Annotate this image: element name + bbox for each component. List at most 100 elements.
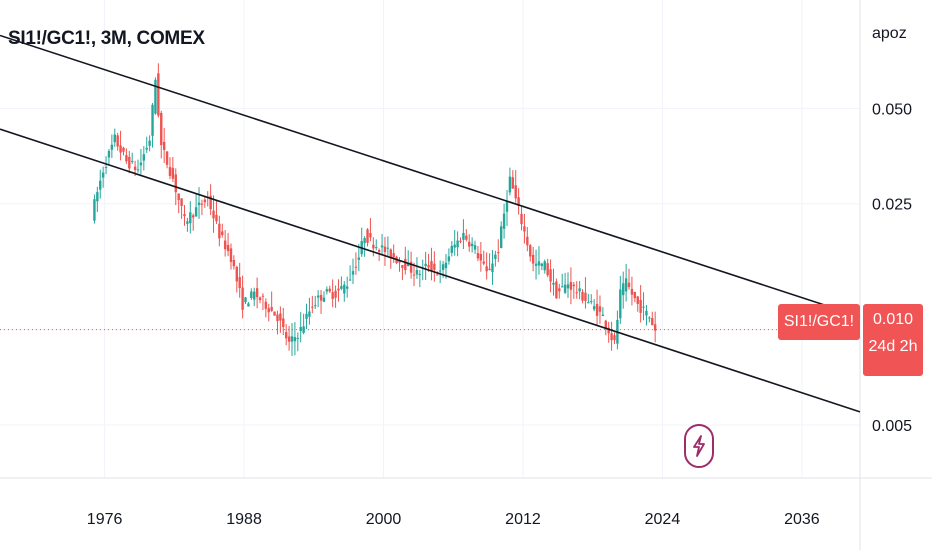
candle-body xyxy=(587,302,590,304)
candle-body xyxy=(604,320,607,328)
lightning-bolt-icon[interactable] xyxy=(684,424,714,468)
candle-body xyxy=(453,244,456,248)
candle-body xyxy=(107,151,111,158)
candle-body xyxy=(186,221,189,224)
candle-body xyxy=(93,199,96,221)
candle-body xyxy=(534,263,538,266)
candle-body xyxy=(610,333,613,341)
candle-body xyxy=(232,259,236,267)
candle-body xyxy=(331,292,334,299)
candle-body xyxy=(133,166,137,171)
candle-body xyxy=(494,254,497,259)
candle-body xyxy=(99,180,102,190)
last-price-badge: 0.010 24d 2h xyxy=(863,304,923,376)
lower-trendline xyxy=(0,128,861,413)
candle-body xyxy=(305,313,308,319)
candle-body xyxy=(630,288,634,295)
candle-body xyxy=(145,147,148,150)
candle-body xyxy=(531,254,535,264)
candle-body xyxy=(212,210,215,219)
candle-body xyxy=(194,207,198,217)
candle-body xyxy=(250,291,253,298)
candle-body xyxy=(523,226,526,232)
candle-body xyxy=(520,213,523,225)
candle-body xyxy=(427,265,430,268)
candle-body xyxy=(633,291,637,299)
candle-body xyxy=(514,185,517,199)
x-tick-label: 1988 xyxy=(226,511,262,528)
candle-body xyxy=(409,261,413,273)
candle-body xyxy=(215,214,218,222)
candle-body xyxy=(192,215,195,218)
candle-body xyxy=(648,317,651,319)
candle-body xyxy=(398,260,401,263)
candle-body xyxy=(424,263,427,266)
candle-body xyxy=(572,284,576,287)
candle-body xyxy=(345,286,349,289)
candle-body xyxy=(258,297,262,301)
candle-body xyxy=(154,79,157,114)
x-tick-label: 2012 xyxy=(505,511,541,528)
candle-body xyxy=(119,145,122,153)
candle-body xyxy=(651,318,654,326)
candle-body xyxy=(497,252,500,254)
candle-body xyxy=(351,271,355,275)
candle-body xyxy=(607,327,610,334)
candle-body xyxy=(595,303,599,316)
candle-body xyxy=(645,310,648,316)
candle-body xyxy=(340,285,343,289)
candle-body xyxy=(438,270,442,272)
candle-body xyxy=(203,199,207,203)
candle-body xyxy=(255,288,259,298)
candle-body xyxy=(517,197,520,206)
candle-body xyxy=(180,198,183,206)
candle-body xyxy=(470,243,474,247)
y-tick-label: 0.005 xyxy=(872,418,912,435)
candle-body xyxy=(619,289,622,319)
candle-body xyxy=(282,318,285,328)
candle-body xyxy=(407,262,410,267)
candle-body xyxy=(590,301,593,303)
candle-body xyxy=(622,283,625,296)
candle-body xyxy=(200,203,204,205)
candle-body xyxy=(284,332,288,339)
candle-body xyxy=(142,154,146,161)
candle-body xyxy=(343,284,346,294)
candle-body xyxy=(136,169,140,171)
scale-mode-label[interactable]: apoz xyxy=(872,25,907,42)
symbol-badge: SI1!/GC1! xyxy=(778,304,860,340)
candle-body xyxy=(348,279,352,281)
candle-body xyxy=(322,297,326,302)
candle-body xyxy=(433,263,436,270)
candle-body xyxy=(177,193,180,201)
candle-body xyxy=(465,235,468,240)
candle-body xyxy=(566,284,570,289)
candle-body xyxy=(430,261,433,271)
candle-body xyxy=(444,262,448,269)
candle-body xyxy=(302,326,305,333)
candle-body xyxy=(279,313,282,321)
candle-body xyxy=(244,297,247,303)
candle-body xyxy=(189,212,192,224)
candle-body xyxy=(130,160,134,162)
candle-body xyxy=(639,299,642,313)
candle-body xyxy=(563,284,567,293)
candle-body xyxy=(165,151,169,165)
candle-body xyxy=(375,247,378,249)
candle-body xyxy=(636,296,639,304)
candle-body xyxy=(125,155,128,162)
candle-body xyxy=(334,290,337,298)
candle-body xyxy=(468,241,471,247)
candle-body xyxy=(104,166,108,168)
candle-body xyxy=(526,236,529,246)
candle-body xyxy=(447,256,451,262)
candle-body xyxy=(183,214,186,217)
candle-body xyxy=(221,231,224,236)
candle-body xyxy=(401,265,404,268)
candle-body xyxy=(316,295,320,298)
candle-body xyxy=(253,291,256,300)
candle-body xyxy=(235,266,238,282)
candle-body xyxy=(537,261,541,266)
candle-body xyxy=(139,162,143,166)
